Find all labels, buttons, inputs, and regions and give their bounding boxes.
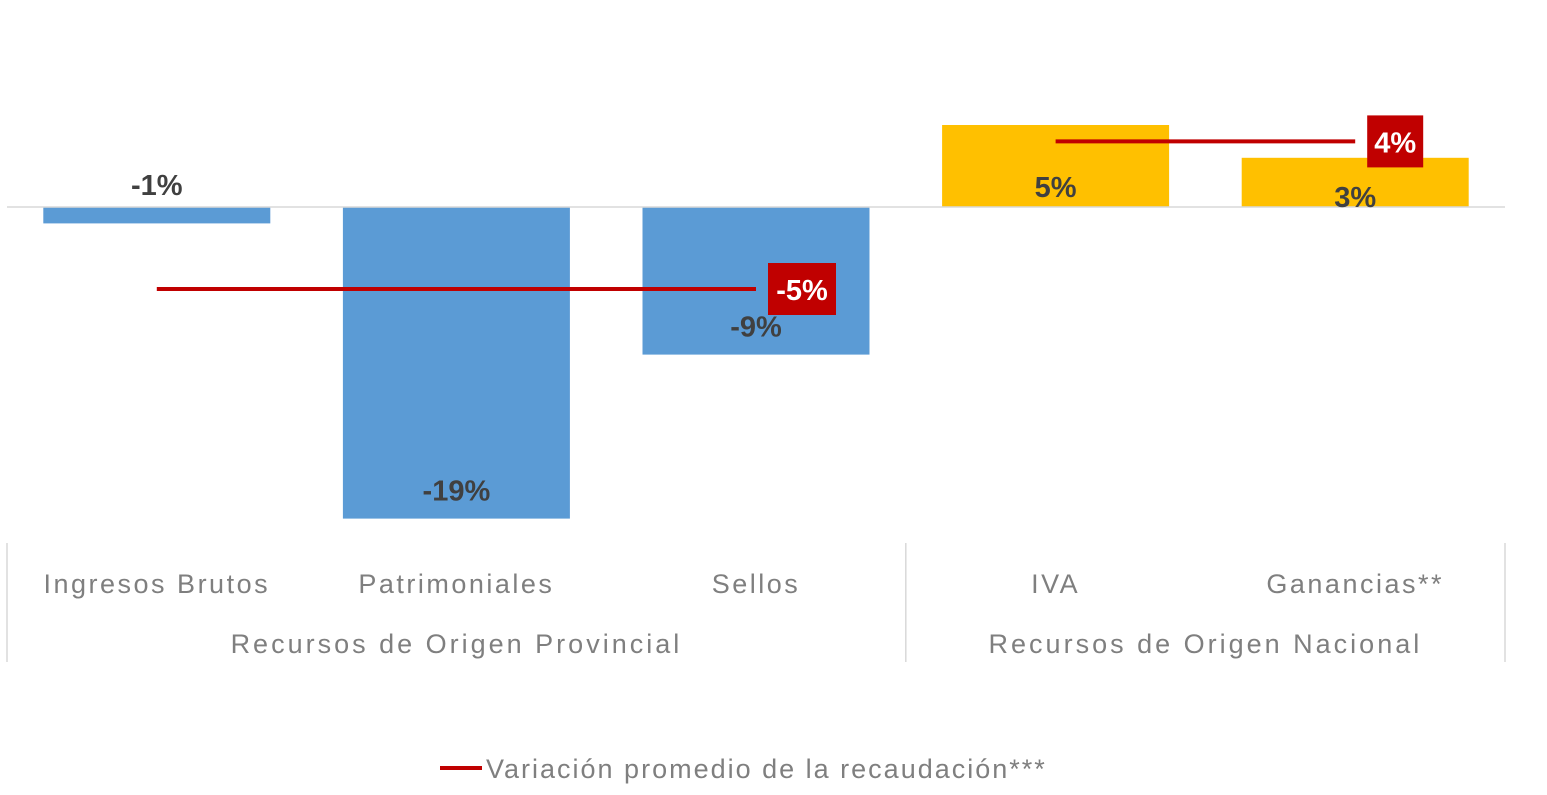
average-label-box (1367, 115, 1424, 168)
bars-layer (43, 125, 1469, 519)
category-axis: Ingresos Brutos Patrimoniales Sellos IVA Gan… (6, 543, 1506, 662)
bar-value-label: 5% (1035, 172, 1077, 204)
category-tick-label: IVA (1031, 569, 1080, 599)
bar-iva (942, 125, 1170, 207)
bar-value-label: -19% (423, 476, 491, 508)
average-value-label: 4% (1374, 127, 1416, 159)
legend: Variación promedio de la recaudación*** (440, 754, 1047, 784)
bar-value-label: 3% (1334, 182, 1376, 214)
group-label: Recursos de Origen Nacional (989, 629, 1423, 659)
average-value-label: -5% (776, 275, 828, 307)
category-tick-label: Patrimoniales (358, 569, 554, 599)
bar-ganancias (1241, 157, 1469, 207)
category-tick-label: Ingresos Brutos (44, 569, 271, 599)
category-tick-label: Ganancias** (1266, 569, 1444, 599)
bar-value-label: -1% (131, 170, 183, 202)
average-lines-layer: -5% 4% (156, 115, 1424, 315)
group-label: Recursos de Origen Provincial (231, 629, 683, 659)
category-tick-label: Sellos (712, 569, 801, 599)
legend-entry-label: Variación promedio de la recaudación*** (486, 754, 1047, 784)
bar-patrimoniales (342, 207, 570, 519)
bar-labels-layer: -1% -19% -9% 5% 3% (131, 170, 1376, 508)
average-label-box (768, 263, 836, 315)
bar-value-label: -9% (730, 312, 782, 344)
bar-ingresos-brutos (43, 207, 271, 224)
